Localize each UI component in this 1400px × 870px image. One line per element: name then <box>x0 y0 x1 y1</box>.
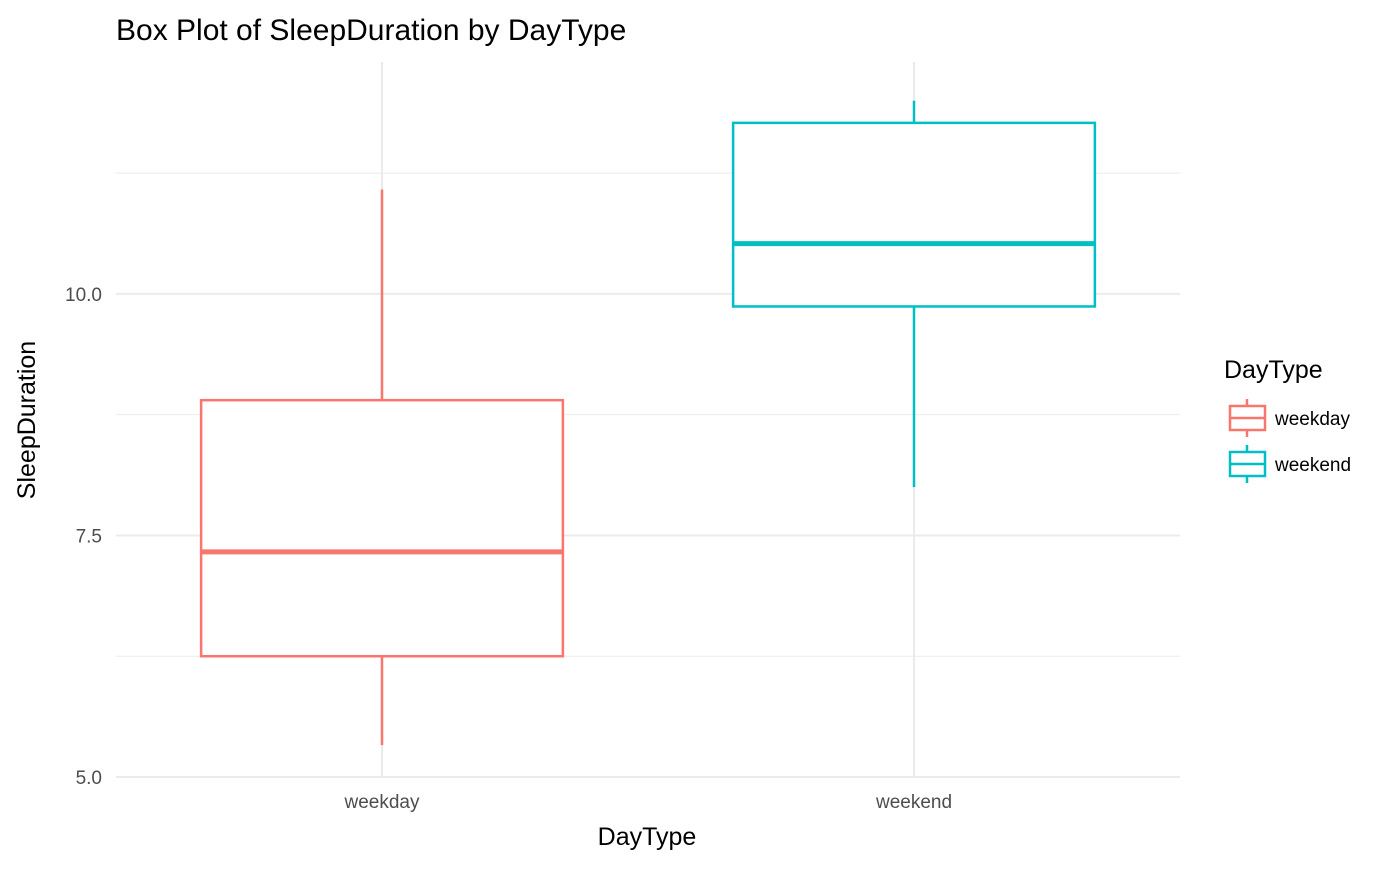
y-axis-ticks: 5.0 7.5 10.0 <box>65 285 102 789</box>
box-layer <box>199 100 1097 746</box>
legend-label: weekday <box>1274 409 1350 430</box>
x-tick-label: weekend <box>875 792 952 813</box>
y-tick-label: 5.0 <box>76 768 102 789</box>
chart-title: Box Plot of SleepDuration by DayType <box>116 14 626 47</box>
legend-item-weekday: weekday <box>1228 399 1350 437</box>
legend-title: DayType <box>1224 356 1323 384</box>
y-axis-title: SleepDuration <box>13 341 41 499</box>
x-tick-label: weekday <box>344 792 420 813</box>
legend-label: weekend <box>1274 455 1351 476</box>
box-iqr <box>199 398 565 658</box>
legend-item-weekend: weekend <box>1228 445 1351 483</box>
box-group-weekday <box>199 189 565 746</box>
legend: DayType weekday weekend <box>1224 356 1351 483</box>
y-tick-label: 7.5 <box>76 526 102 547</box>
box-iqr <box>731 121 1097 308</box>
x-axis-ticks: weekday weekend <box>344 792 953 813</box>
box-group-weekend <box>731 100 1097 488</box>
x-axis-title: DayType <box>598 823 697 851</box>
y-tick-label: 10.0 <box>65 285 102 306</box>
